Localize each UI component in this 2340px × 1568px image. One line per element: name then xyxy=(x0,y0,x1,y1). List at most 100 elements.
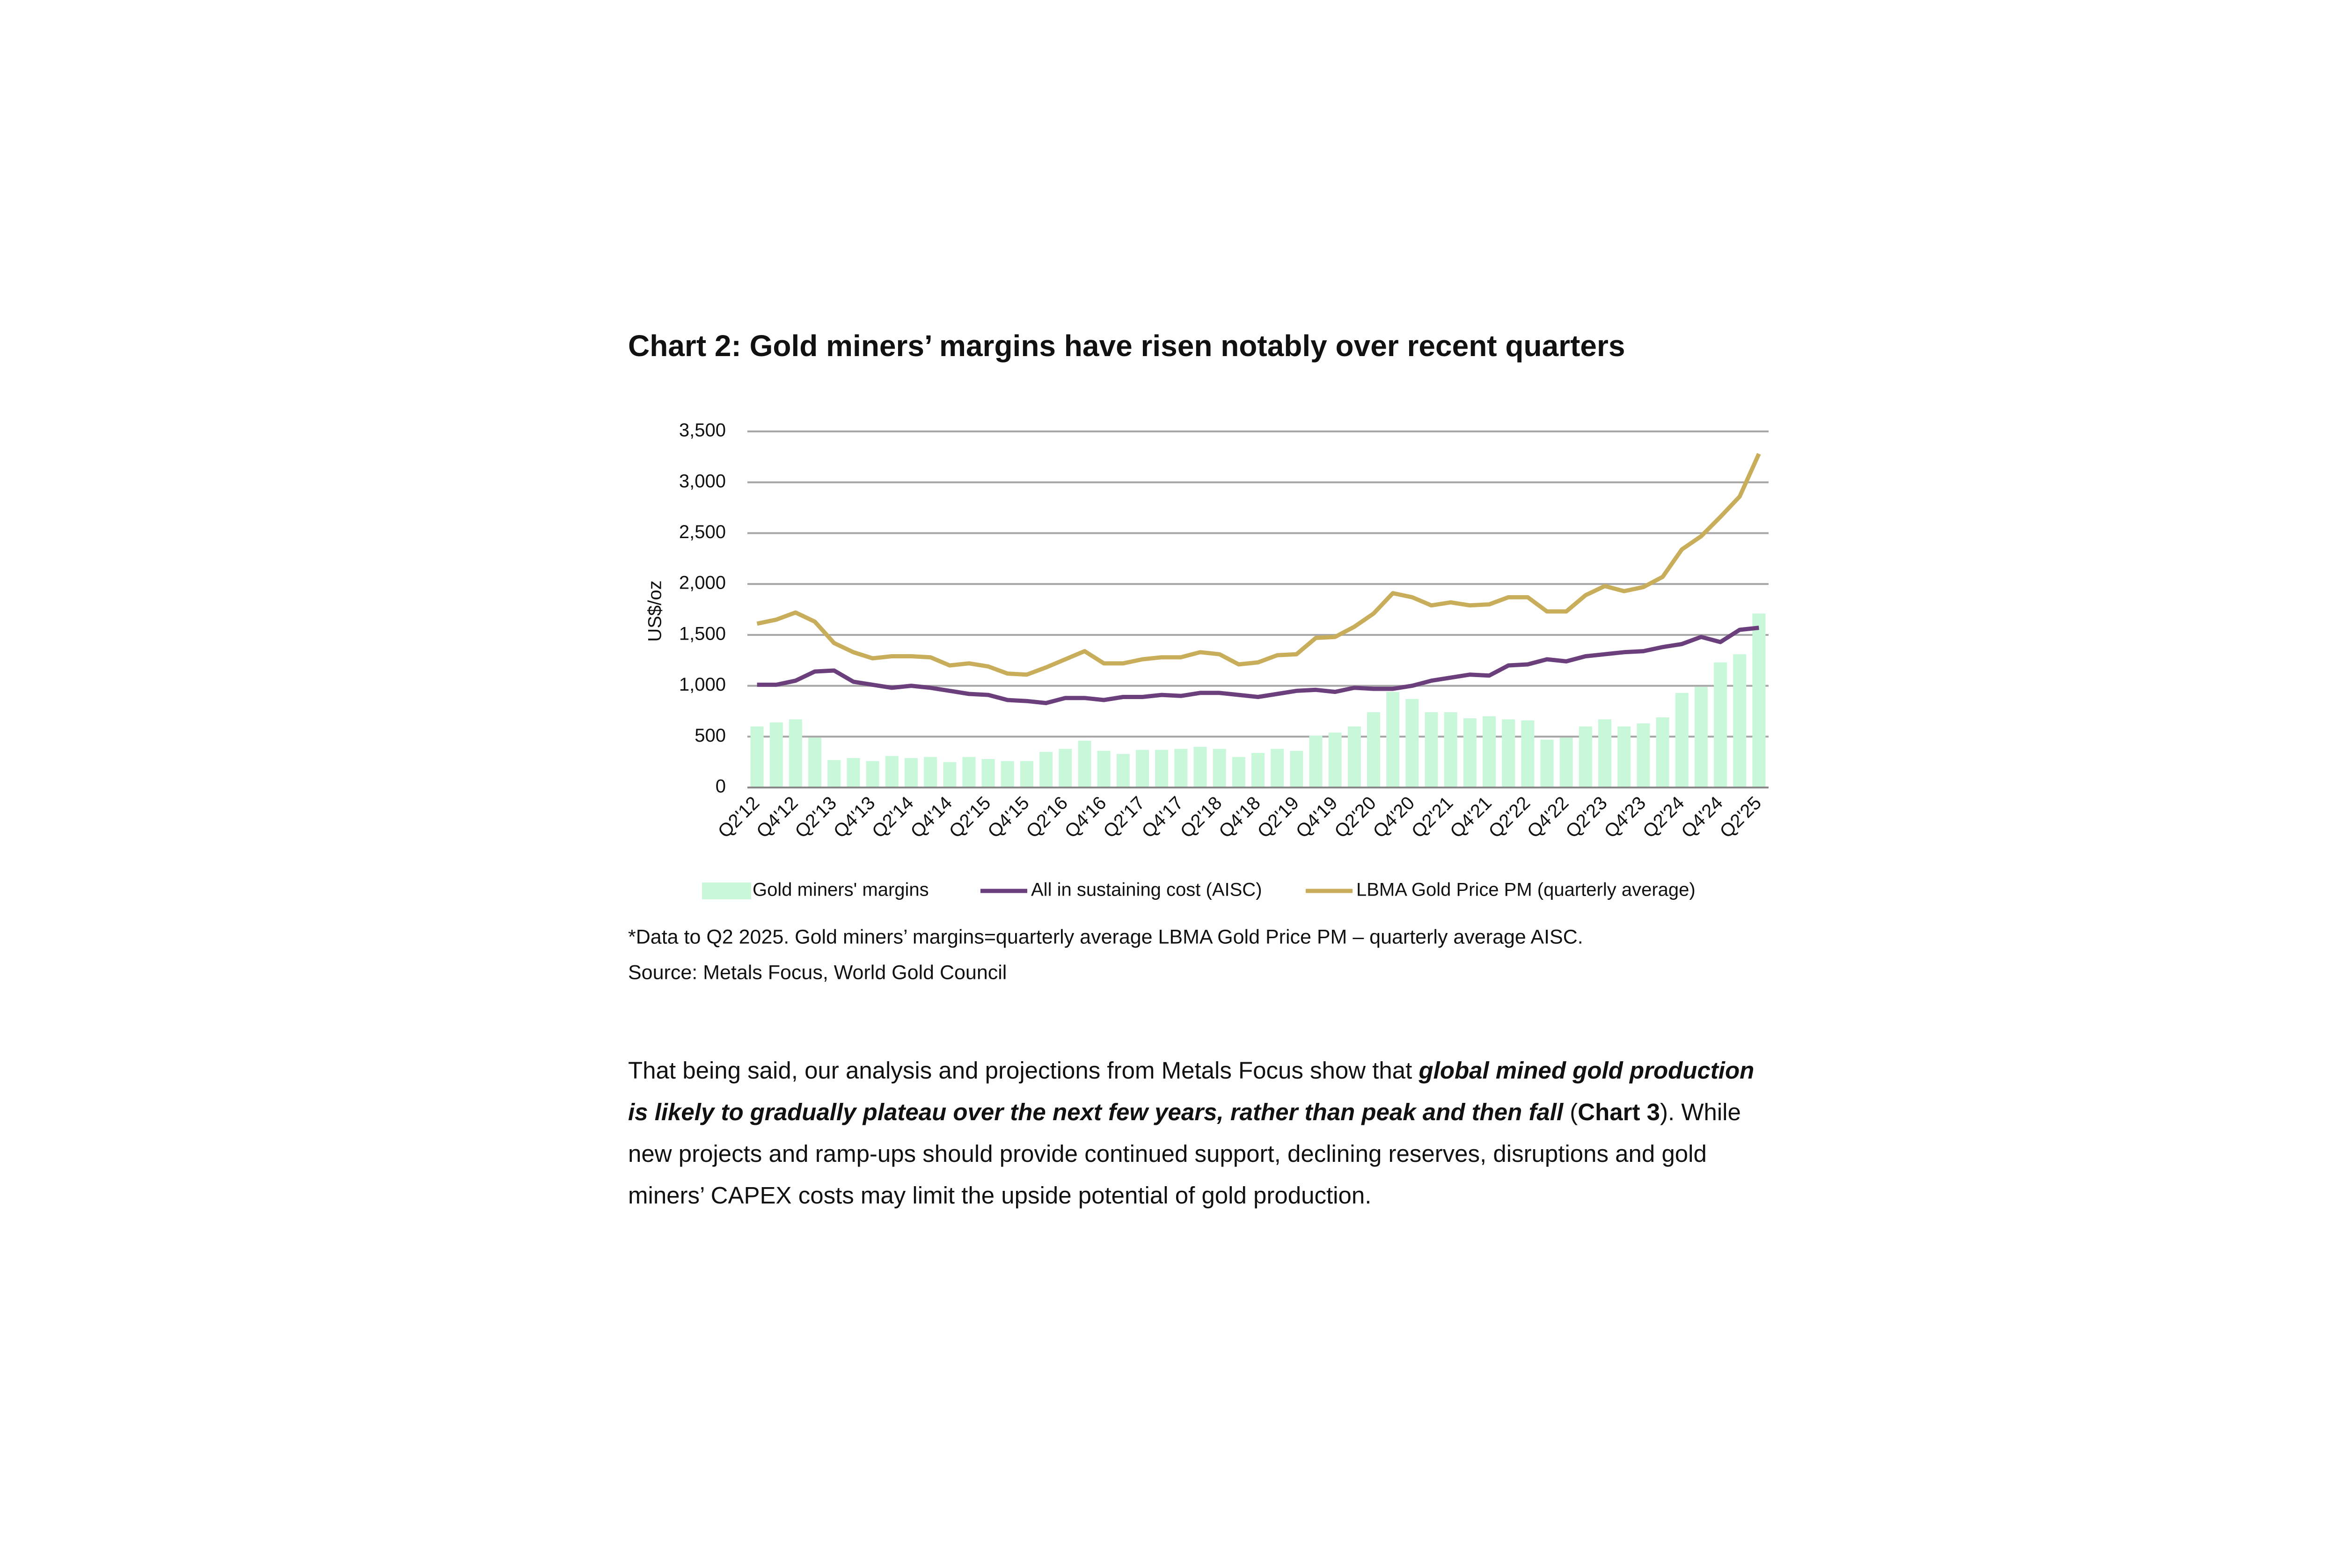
bar xyxy=(924,757,937,788)
bar xyxy=(885,756,899,788)
bar xyxy=(1290,751,1303,788)
y-tick-label: 500 xyxy=(695,725,726,746)
bar xyxy=(1502,719,1515,788)
bar xyxy=(847,758,860,788)
bar xyxy=(981,759,995,788)
x-tick-label: Q4'13 xyxy=(830,793,879,842)
x-tick-label: Q2'24 xyxy=(1639,793,1689,842)
bar xyxy=(750,726,764,788)
chart-reference: Chart 3 xyxy=(1578,1099,1660,1125)
x-tick-label: Q4'21 xyxy=(1446,793,1496,842)
bar xyxy=(1174,749,1188,788)
bar xyxy=(1020,761,1033,788)
bar xyxy=(943,762,957,788)
bar xyxy=(1155,750,1169,788)
x-tick-label: Q2'21 xyxy=(1408,793,1457,842)
bar xyxy=(866,761,879,788)
x-tick-label: Q2'19 xyxy=(1253,793,1303,842)
bar xyxy=(808,737,822,788)
bar xyxy=(1405,699,1419,788)
legend-swatch xyxy=(702,882,751,899)
line-series xyxy=(757,626,1759,705)
body-paragraph: That being said, our analysis and projec… xyxy=(628,1050,1779,1216)
bar xyxy=(1752,613,1766,788)
bar xyxy=(789,719,802,788)
bar xyxy=(1251,753,1265,788)
x-tick-label: Q2'14 xyxy=(868,793,918,842)
bar xyxy=(1714,662,1727,788)
y-tick-label: 0 xyxy=(716,776,726,797)
line-series xyxy=(756,452,1761,677)
x-tick-label: Q4'18 xyxy=(1215,793,1265,842)
bar xyxy=(1579,726,1592,788)
x-tick-label: Q2'15 xyxy=(945,793,995,842)
bar xyxy=(962,757,976,788)
bar xyxy=(1078,740,1091,788)
x-tick-label: Q2'12 xyxy=(714,793,764,842)
text: ( xyxy=(1563,1099,1578,1125)
x-tick-label: Q2'23 xyxy=(1562,793,1611,842)
x-tick-label: Q4'24 xyxy=(1677,793,1727,842)
bar xyxy=(769,722,783,788)
x-tick-label: Q4'19 xyxy=(1292,793,1342,842)
bar xyxy=(1271,749,1284,788)
bar xyxy=(1559,737,1573,788)
bar xyxy=(1213,749,1226,788)
bar xyxy=(1116,754,1130,788)
bar xyxy=(904,758,918,788)
bar xyxy=(1001,761,1014,788)
bar xyxy=(1598,719,1612,788)
bar xyxy=(1425,712,1438,788)
x-tick-label: Q4'22 xyxy=(1523,793,1573,842)
bar xyxy=(1694,686,1708,788)
footnote: *Data to Q2 2025. Gold miners’ margins=q… xyxy=(628,926,1583,948)
bar xyxy=(1483,716,1496,788)
bar xyxy=(1097,751,1111,788)
bar xyxy=(1309,736,1323,788)
bar xyxy=(1656,717,1669,788)
x-tick-label: Q2'18 xyxy=(1177,793,1226,842)
x-tick-label: Q4'12 xyxy=(753,793,802,842)
bar xyxy=(1347,726,1361,788)
x-tick-label: Q2'16 xyxy=(1022,793,1072,842)
bar xyxy=(1540,739,1554,788)
bar xyxy=(1059,749,1072,788)
bar xyxy=(1675,693,1689,788)
x-tick-label: Q4'17 xyxy=(1138,793,1187,842)
bar xyxy=(1386,692,1400,788)
x-tick-label: Q4'15 xyxy=(984,793,1033,842)
bar xyxy=(1521,720,1535,788)
text: ). While new projects and ramp-ups shoul… xyxy=(628,1099,1741,1209)
bar xyxy=(1444,712,1457,788)
y-tick-label: 2,500 xyxy=(679,522,726,542)
x-tick-label: Q4'16 xyxy=(1061,793,1111,842)
bar xyxy=(1637,723,1650,788)
x-tick-label: Q2'22 xyxy=(1484,793,1534,842)
text: That being said, our analysis and projec… xyxy=(628,1057,1419,1084)
y-tick-label: 1,500 xyxy=(679,623,726,644)
x-tick-label: Q2'13 xyxy=(791,793,841,842)
legend-label: LBMA Gold Price PM (quarterly average) xyxy=(1356,880,1696,900)
bar xyxy=(1039,751,1053,788)
x-tick-label: Q2'25 xyxy=(1716,793,1766,842)
bar xyxy=(1367,712,1381,788)
x-tick-label: Q4'23 xyxy=(1601,793,1650,842)
emphasis: global mined gold production is likely t… xyxy=(628,1057,1755,1125)
y-tick-label: 2,000 xyxy=(679,573,726,593)
y-tick-label: 1,000 xyxy=(679,674,726,695)
bar xyxy=(1733,654,1747,788)
source: Source: Metals Focus, World Gold Council xyxy=(628,961,1007,984)
chart-title: Chart 2: Gold miners’ margins have risen… xyxy=(628,329,1625,363)
bar xyxy=(827,760,841,788)
bar xyxy=(1463,718,1477,788)
x-tick-label: Q4'20 xyxy=(1369,793,1419,842)
legend-label: All in sustaining cost (AISC) xyxy=(1031,880,1262,900)
bar xyxy=(1135,750,1149,788)
y-tick-label: 3,500 xyxy=(679,420,726,441)
x-tick-label: Q4'14 xyxy=(907,793,956,842)
bar xyxy=(1617,726,1631,788)
x-tick-label: Q2'17 xyxy=(1099,793,1149,842)
y-axis-label: US$/oz xyxy=(645,580,665,642)
